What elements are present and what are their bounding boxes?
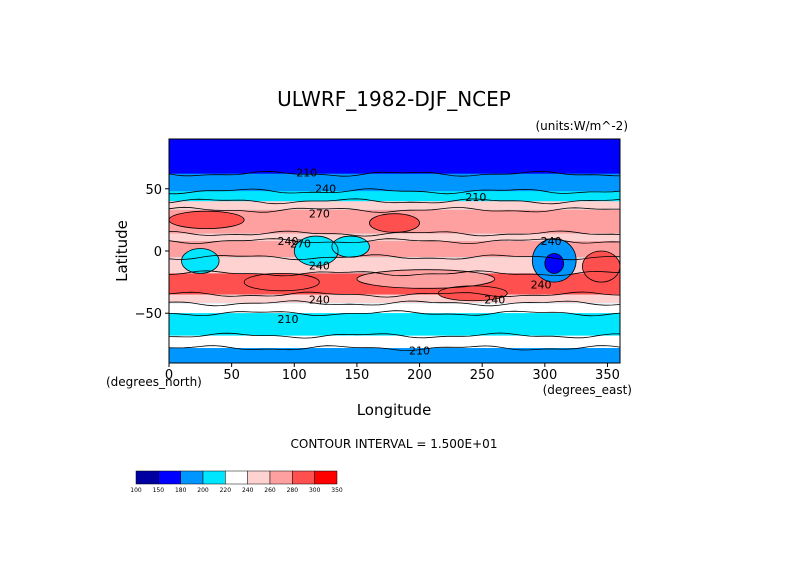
contour-line (168, 270, 621, 277)
contour-label: 240 (484, 293, 505, 306)
color-features (169, 211, 620, 301)
color-band (169, 241, 620, 258)
y-tick-label: −50 (135, 307, 162, 322)
color-band (169, 173, 620, 192)
colorbar-tick-label: 260 (264, 487, 276, 494)
units-label: (units:W/m^-2) (535, 119, 628, 133)
contour-label: 240 (541, 235, 562, 248)
contour-label: 210 (296, 166, 317, 179)
contour-line (168, 332, 620, 339)
contour-lines (168, 170, 621, 352)
color-band (169, 303, 620, 314)
contour-label: 240 (309, 260, 330, 273)
colorbar-tick-label: 240 (242, 487, 254, 494)
color-band (169, 191, 620, 202)
color-band (169, 313, 620, 336)
colorbar-tick-label: 300 (309, 487, 321, 494)
contour-line (181, 248, 220, 274)
contour-line (168, 170, 621, 177)
color-band (169, 201, 620, 210)
contour-line (168, 300, 621, 307)
contour-label: 240 (309, 293, 330, 306)
x-tick-label: 350 (595, 368, 620, 383)
colorbar-cell (292, 470, 315, 485)
y-unit-note: (degrees_north) (106, 375, 202, 389)
x-unit-note: (degrees_east) (543, 383, 632, 397)
colorbar-cell (158, 470, 181, 485)
contour-line (437, 285, 508, 302)
contour-line (331, 235, 370, 258)
color-feature (582, 250, 620, 283)
contour-line (168, 345, 621, 352)
x-tick-label: 300 (532, 368, 557, 383)
color-feature (294, 236, 339, 266)
y-tick-label: 50 (145, 183, 162, 198)
colorbar-cell (269, 470, 293, 485)
color-feature (356, 269, 495, 289)
contour-line (356, 269, 496, 289)
color-band (169, 294, 620, 304)
contour-label: 210 (409, 344, 430, 357)
y-axis-ticks: 50 0 −50 (135, 183, 169, 322)
y-tick-label: 0 (154, 245, 162, 260)
contour-label: 270 (290, 237, 311, 250)
contour-label: 240 (531, 278, 552, 291)
contour-line (168, 291, 621, 298)
contour-label: 210 (465, 191, 486, 204)
colorbar-cell (202, 470, 226, 485)
color-feature (369, 213, 420, 233)
colorbar-tick-label: 150 (153, 487, 165, 494)
contour-line (243, 272, 320, 292)
contour-label: 270 (309, 207, 330, 220)
contour-line (168, 310, 621, 317)
color-band (169, 257, 620, 274)
contour-line (168, 198, 621, 205)
contour-label: 210 (278, 313, 299, 326)
x-tick-label: 100 (282, 368, 307, 383)
contour-line (168, 206, 620, 213)
contour-line (531, 238, 577, 283)
contour-line (168, 254, 621, 261)
contour-line (544, 253, 565, 274)
colorbar-tick-label: 100 (130, 487, 142, 494)
color-feature (181, 248, 220, 274)
colorbar-cell (180, 470, 204, 485)
contour-line (293, 235, 339, 267)
colorbar: 100 150 180 200 220 240 260 280 300 350 (130, 470, 343, 494)
colorbar-cell (225, 470, 248, 485)
contour-label: 240 (278, 235, 299, 248)
contour-label: 240 (315, 183, 336, 196)
color-band (169, 233, 620, 242)
x-axis-ticks: 0 50 100 150 200 250 300 350 (165, 363, 620, 383)
x-tick-label: 200 (407, 368, 432, 383)
contour-line (168, 238, 621, 245)
colorbar-cell (135, 470, 159, 485)
chart-title: ULWRF_1982-DJF_NCEP (277, 87, 511, 111)
color-feature (169, 211, 245, 229)
colorbar-tick-label: 200 (197, 487, 209, 494)
colorbar-tick-label: 350 (331, 487, 343, 494)
colorbar-cell (314, 470, 338, 485)
color-feature (244, 273, 320, 291)
contour-interval-note: CONTOUR INTERVAL = 1.500E+01 (291, 437, 498, 451)
colorbar-tick-label: 280 (287, 487, 299, 494)
color-band (169, 335, 620, 349)
colorbar-tick-label: 180 (175, 487, 187, 494)
color-feature (331, 236, 370, 258)
contour-line (369, 213, 420, 233)
color-band (169, 348, 620, 363)
x-tick-label: 50 (223, 368, 240, 383)
contour-line (168, 188, 621, 195)
colorbar-cell (247, 470, 271, 485)
colorbar-tick-label: 220 (220, 487, 232, 494)
x-tick-label: 150 (345, 368, 370, 383)
x-tick-label: 0 (165, 368, 173, 383)
y-axis-label: Latitude (113, 220, 131, 282)
x-tick-label: 250 (470, 368, 495, 383)
color-band (169, 139, 620, 174)
x-axis-label: Longitude (357, 401, 432, 419)
